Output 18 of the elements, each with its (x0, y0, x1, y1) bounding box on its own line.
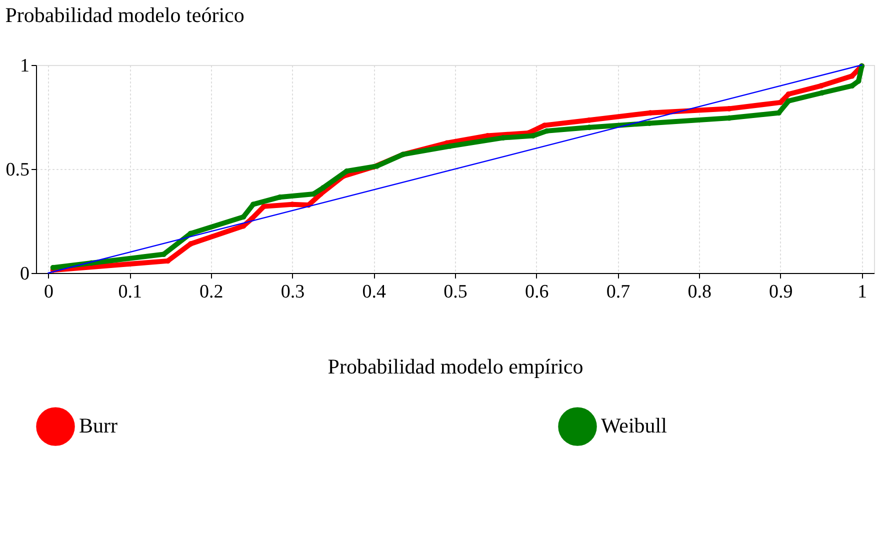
y-tick-label: 1 (20, 56, 30, 76)
x-axis-title: Probabilidad modelo empírico (328, 354, 584, 378)
x-tick-label: 0.6 (524, 282, 549, 302)
x-tick-label: 1 (858, 282, 868, 302)
x-tick-label: 0.3 (280, 282, 305, 302)
x-tick-label: 0.9 (769, 282, 793, 302)
legend-label: Burr (79, 414, 118, 438)
x-tick-label: 0.2 (200, 282, 224, 302)
y-axis-title: Probabilidad modelo teórico (5, 3, 244, 27)
x-tick-label: 0.8 (688, 282, 712, 302)
legend-label: Weibull (601, 414, 668, 438)
y-tick-label: 0.5 (6, 160, 30, 180)
y-tick-label: 0 (20, 264, 30, 284)
x-tick-label: 0.4 (362, 282, 387, 302)
x-tick-label: 0.1 (118, 282, 142, 302)
x-tick-label: 0.7 (606, 282, 630, 302)
x-tick-label: 0.5 (444, 282, 468, 302)
x-tick-label: 0 (44, 282, 54, 302)
